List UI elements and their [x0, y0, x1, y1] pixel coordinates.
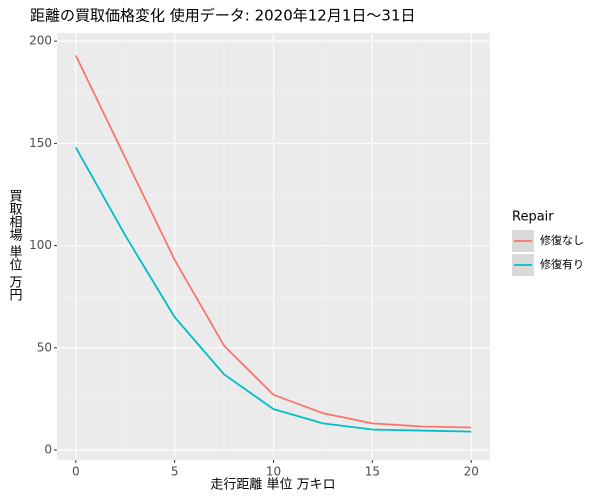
x-tick-label: 0	[72, 465, 80, 479]
y-tick-label: 100	[29, 238, 52, 252]
legend-title: Repair	[512, 210, 554, 225]
y-tick-label: 150	[29, 136, 52, 150]
x-tick-label: 5	[171, 465, 179, 479]
y-tick-label: 200	[29, 34, 52, 48]
y-tick-label: 0	[44, 442, 52, 456]
legend-label: 修復有り	[540, 257, 584, 271]
y-axis-title: 買取相場 単位 万円	[7, 189, 23, 302]
chart-title: 距離の買取価格変化 使用データ: 2020年12月1日～31日	[30, 7, 415, 25]
x-tick-label: 10	[266, 465, 281, 479]
line-series	[74, 55, 472, 429]
x-tick-label: 15	[365, 465, 380, 479]
y-tick-label: 50	[37, 340, 52, 354]
x-tick-label: 20	[464, 465, 479, 479]
line-series	[74, 147, 472, 433]
legend-label: 修復なし	[540, 233, 584, 247]
x-axis-title: 走行距離 単位 万キロ	[210, 477, 335, 493]
